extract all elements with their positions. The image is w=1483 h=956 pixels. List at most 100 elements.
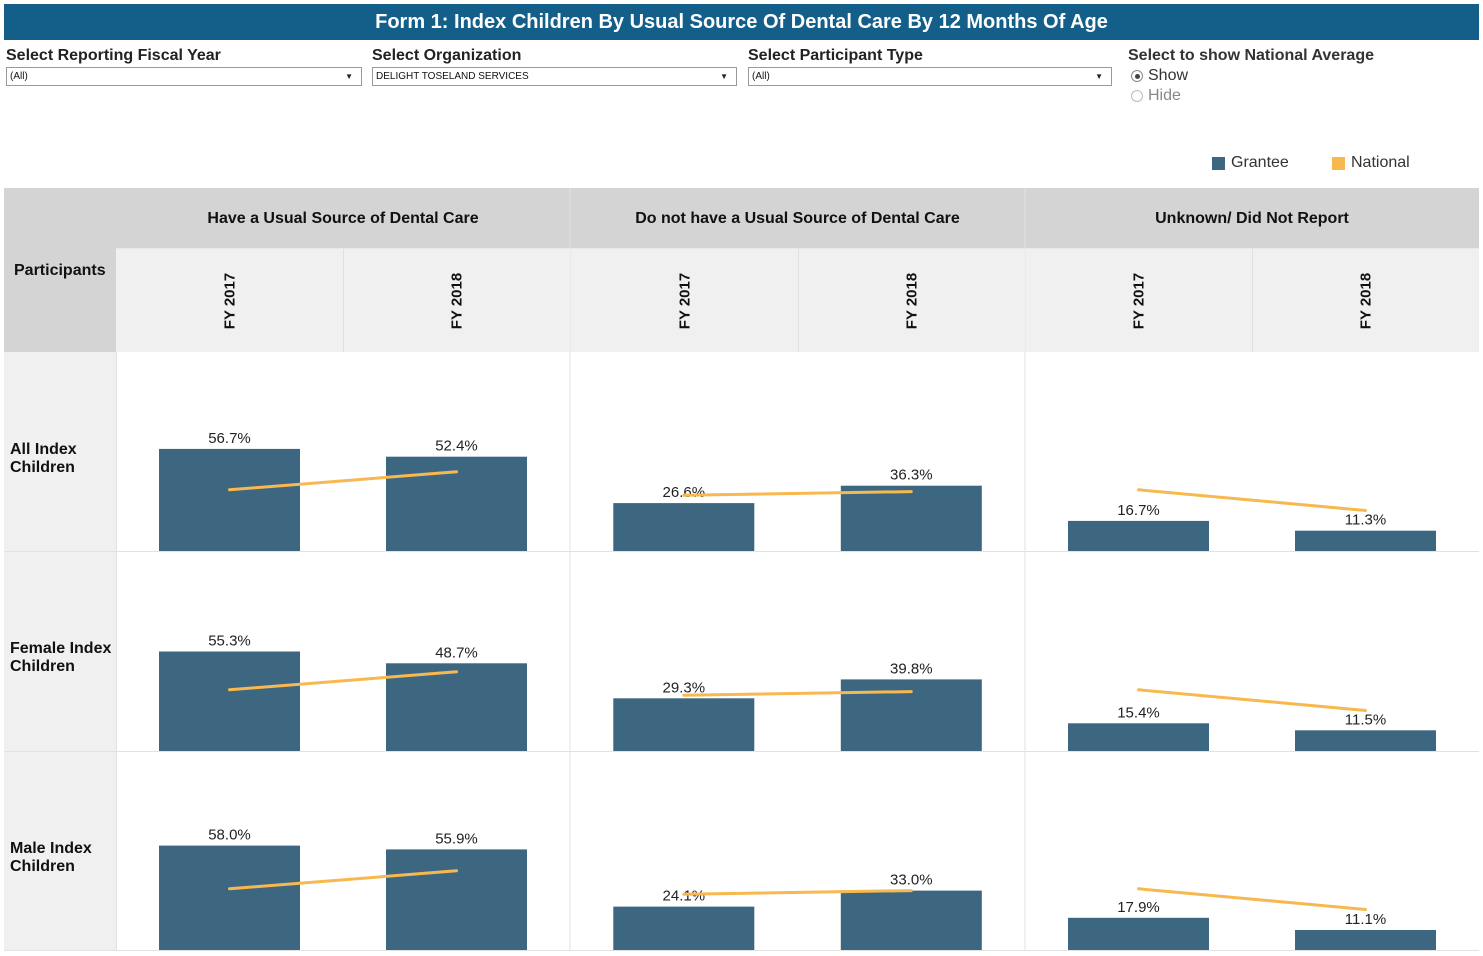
legend-national[interactable]: National [1332,154,1410,172]
national-average-line [228,470,458,492]
radio-checked-icon[interactable] [1131,70,1143,82]
radio-hide-label: Hide [1148,87,1181,104]
bar-value-label: 11.1% [1345,911,1386,928]
row-label-male-index-children: Male Index Children [4,752,116,950]
row-label-line: Children [10,658,75,675]
grantee-bar [1068,723,1209,751]
legend-grantee-swatch [1212,156,1225,170]
legend-national-swatch [1332,156,1345,170]
row-label-line: Children [10,459,75,476]
grantee-bar [1295,730,1436,751]
grantee-bar [613,906,755,950]
chevron-down-icon: ▼ [1095,72,1103,81]
bar-value-label: 52.4% [435,438,478,455]
year-header: FY 2017 [571,249,798,352]
grantee-bar [1295,530,1436,551]
bar-value-label: 55.3% [208,633,251,650]
year-header: FY 2018 [1253,249,1479,352]
national-average-line [682,690,913,697]
organization-value: DELIGHT TOSELAND SERVICES [376,71,529,82]
row-label-line: Children [10,858,75,875]
year-header: FY 2017 [116,249,343,352]
radio-show[interactable]: Show [1128,66,1374,86]
bar-value-label: 24.1% [663,888,706,905]
grantee-bar [386,849,527,950]
fiscal-year-dropdown[interactable]: (All) ▼ [6,67,362,86]
legend-national-label: National [1351,154,1410,171]
year-header: FY 2018 [344,249,570,352]
legend-grantee[interactable]: Grantee [1212,154,1289,172]
grantee-bar [1068,520,1209,551]
column-header-no-usual-source: Do not have a Usual Source of Dental Car… [635,209,960,227]
national-average-line [682,490,913,497]
grantee-bar [159,448,300,551]
fiscal-year-filter: Select Reporting Fiscal Year (All) ▼ [6,46,362,86]
bar-value-label: 17.9% [1117,899,1160,916]
row-header-participants: Participants [14,261,106,279]
grantee-bar [386,663,527,751]
bar-value-label: 36.3% [890,467,933,484]
national-average-line [682,889,913,896]
bar-value-label: 39.8% [890,660,933,677]
bar-value-label: 16.7% [1117,502,1160,519]
year-header-label: FY 2018 [903,272,921,329]
bar-value-label: 11.5% [1345,711,1386,728]
radio-hide[interactable]: Hide [1128,86,1374,106]
fiscal-year-value: (All) [10,71,28,82]
grantee-bar [613,503,755,551]
row-label-line: All Index [10,441,77,458]
grantee-bar [840,485,982,551]
grantee-bar [613,698,755,751]
row-label-female-index-children: Female Index Children [4,552,116,751]
participant-type-dropdown[interactable]: (All) ▼ [748,67,1112,86]
grantee-bar [840,890,982,950]
grantee-bar [1068,917,1209,950]
organization-filter: Select Organization DELIGHT TOSELAND SER… [372,46,737,86]
bar-value-label: 48.7% [435,644,478,661]
participant-type-label: Select Participant Type [748,47,923,64]
bar-value-label: 55.9% [435,830,478,847]
national-average-line [1137,688,1367,712]
year-header-label: FY 2017 [221,272,238,329]
column-header-unknown: Unknown/ Did Not Report [1155,209,1349,227]
bar-value-label: 26.6% [663,484,706,501]
year-header: FY 2018 [799,249,1025,352]
organization-label: Select Organization [372,47,522,64]
national-average-line [228,869,458,891]
participant-type-filter: Select Participant Type (All) ▼ [748,46,1112,86]
column-header-have-usual-source: Have a Usual Source of Dental Care [207,209,479,227]
row-label-line: Female Index [10,640,112,657]
fiscal-year-label: Select Reporting Fiscal Year [6,47,221,64]
national-average-line [1137,488,1367,512]
row-label-line: Male Index [10,840,92,857]
bar-value-label: 15.4% [1117,704,1160,721]
page-title: Form 1: Index Children By Usual Source O… [4,4,1479,40]
national-average-line [228,670,458,692]
year-header-label: FY 2018 [1357,272,1375,329]
legend-grantee-label: Grantee [1231,154,1289,171]
national-average-line [1137,887,1367,911]
grantee-bar [1295,930,1436,950]
year-header-label: FY 2018 [448,272,466,329]
year-header: FY 2017 [1026,249,1252,352]
radio-unchecked-icon[interactable] [1131,90,1143,102]
bar-value-label: 56.7% [208,430,251,447]
participant-type-value: (All) [752,71,770,82]
year-header-label: FY 2017 [1130,272,1148,329]
national-average-toggle: Select to show National Average Show Hid… [1128,46,1374,106]
participants-header-background [4,188,116,352]
chevron-down-icon: ▼ [345,72,353,81]
column-header-background [116,188,1479,248]
radio-show-label: Show [1148,67,1189,84]
grantee-bar [159,651,300,751]
bar-value-label: 29.3% [663,679,706,696]
bar-value-label: 58.0% [208,827,251,844]
grantee-bar [159,845,300,950]
organization-dropdown[interactable]: DELIGHT TOSELAND SERVICES ▼ [372,67,737,86]
national-average-label: Select to show National Average [1128,47,1374,64]
bar-value-label: 33.0% [890,872,933,889]
chevron-down-icon: ▼ [720,72,728,81]
row-label-all-index-children: All Index Children [4,353,116,551]
